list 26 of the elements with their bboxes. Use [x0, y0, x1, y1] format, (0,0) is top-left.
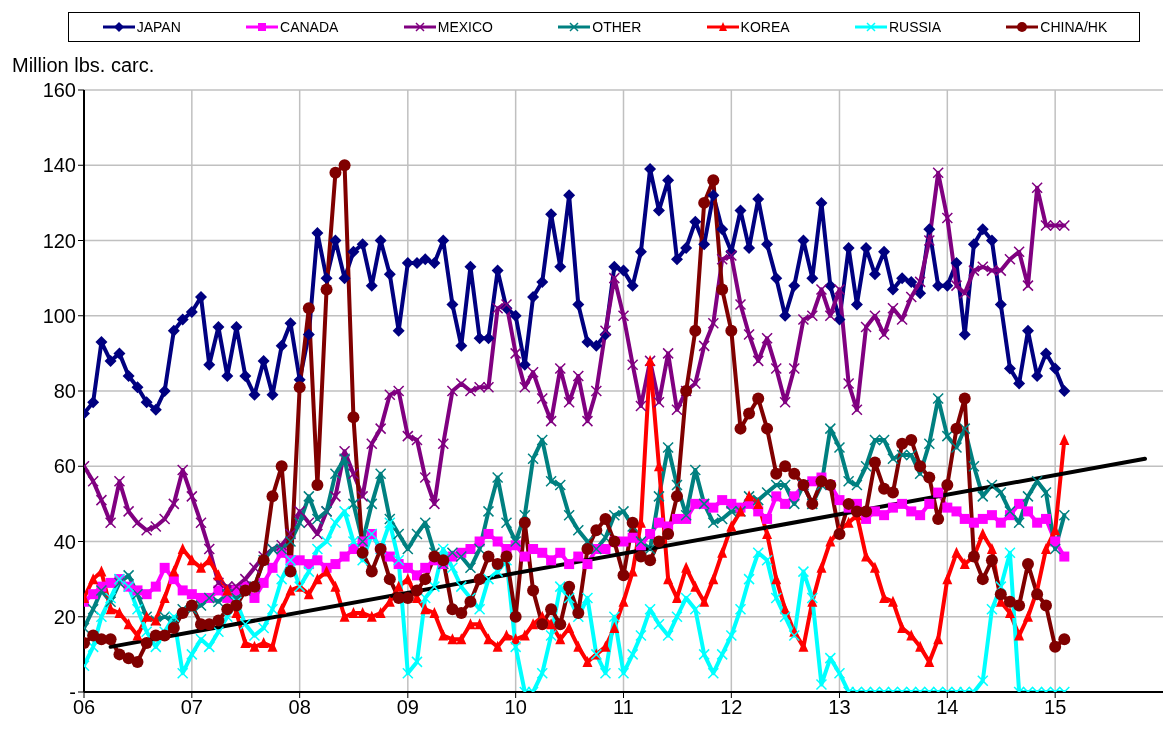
y-tick-label: 120 — [42, 229, 76, 252]
y-tick-label: 160 — [42, 79, 76, 102]
legend-label: CANADA — [280, 19, 339, 35]
legend-label: OTHER — [592, 19, 642, 35]
y-axis-title: Million lbs. carc. — [12, 54, 155, 77]
y-tick-label: 140 — [42, 154, 76, 177]
legend-label: KOREA — [740, 19, 790, 35]
x-tick-label: 15 — [1044, 696, 1067, 719]
x-tick-label: 08 — [288, 696, 311, 719]
x-tick-label: 10 — [504, 696, 527, 719]
x-tick-label: 13 — [828, 696, 851, 719]
y-tick-label: 20 — [53, 605, 76, 628]
x-tick-label: 09 — [396, 696, 419, 719]
x-tick-label: 11 — [613, 696, 634, 719]
legend-label: JAPAN — [136, 19, 181, 35]
legend-label: CHINA/HK — [1040, 19, 1108, 35]
x-tick-label: 14 — [936, 696, 959, 719]
x-tick-label: 07 — [180, 696, 203, 719]
x-tick-label: 12 — [720, 696, 743, 719]
y-tick-label: 80 — [53, 380, 76, 403]
y-tick-label: 100 — [42, 304, 76, 327]
x-tick-label: 06 — [72, 696, 96, 719]
y-tick-label: 60 — [53, 455, 76, 478]
y-tick-label: 40 — [53, 530, 76, 553]
legend-label: RUSSIA — [888, 19, 942, 35]
legend-label: MEXICO — [437, 19, 493, 35]
